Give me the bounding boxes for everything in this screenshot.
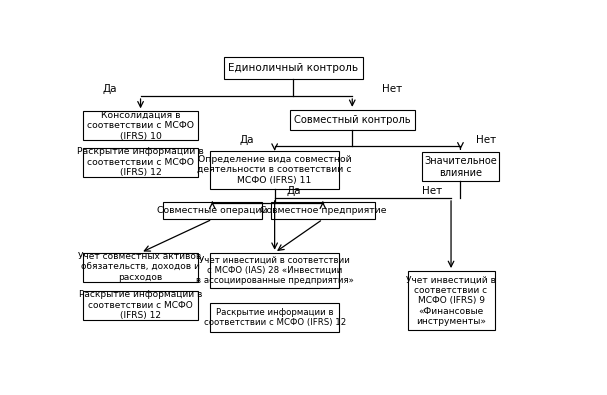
Text: Нет: Нет — [382, 85, 402, 94]
Text: Нет: Нет — [476, 135, 497, 145]
Text: Да: Да — [286, 186, 300, 196]
FancyBboxPatch shape — [271, 201, 375, 219]
FancyBboxPatch shape — [83, 111, 198, 140]
Text: Совместный контроль: Совместный контроль — [294, 115, 410, 125]
Text: Раскрытие информации в
соответствии с МСФО (IFRS) 12: Раскрытие информации в соответствии с МС… — [203, 308, 346, 327]
FancyBboxPatch shape — [422, 152, 500, 181]
Text: Учет инвестиций в соответствии
с МСФО (IAS) 28 «Инвестиции
в ассоциированные пре: Учет инвестиций в соответствии с МСФО (I… — [195, 255, 353, 285]
Text: Да: Да — [103, 85, 117, 94]
Text: Определение вида совместной
деятельности в соответствии с
МСФО (IFRS) 11: Определение вида совместной деятельности… — [197, 155, 352, 185]
Text: Совместное предприятие: Совместное предприятие — [260, 206, 386, 215]
FancyBboxPatch shape — [210, 303, 339, 332]
Text: Единоличный контроль: Единоличный контроль — [228, 63, 359, 73]
FancyBboxPatch shape — [83, 253, 198, 282]
FancyBboxPatch shape — [163, 201, 262, 219]
Text: Да: Да — [239, 135, 254, 145]
Text: Учет совместных активов,
обязательств, доходов и
расходов: Учет совместных активов, обязательств, д… — [78, 252, 203, 282]
FancyBboxPatch shape — [83, 148, 198, 177]
Text: Раскрытие информации в
соответствии с МСФО
(IFRS) 12: Раскрытие информации в соответствии с МС… — [79, 290, 202, 320]
FancyBboxPatch shape — [210, 151, 339, 189]
FancyBboxPatch shape — [224, 56, 363, 79]
Text: Значительное
влияние: Значительное влияние — [424, 156, 497, 178]
Text: Консолидация в
соответствии с МСФО
(IFRS) 10: Консолидация в соответствии с МСФО (IFRS… — [87, 111, 194, 141]
FancyBboxPatch shape — [290, 110, 415, 130]
Text: Учет инвестиций в
соответствии с
МСФО (IFRS) 9
«Финансовые
инструменты»: Учет инвестиций в соответствии с МСФО (I… — [406, 275, 496, 326]
Text: Раскрытие информации в
соответствии с МСФО
(IFRS) 12: Раскрытие информации в соответствии с МС… — [77, 147, 204, 177]
FancyBboxPatch shape — [83, 291, 198, 320]
FancyBboxPatch shape — [407, 271, 495, 330]
Text: Совместные операции: Совместные операции — [157, 206, 268, 215]
Text: Нет: Нет — [422, 186, 443, 196]
FancyBboxPatch shape — [210, 253, 339, 288]
